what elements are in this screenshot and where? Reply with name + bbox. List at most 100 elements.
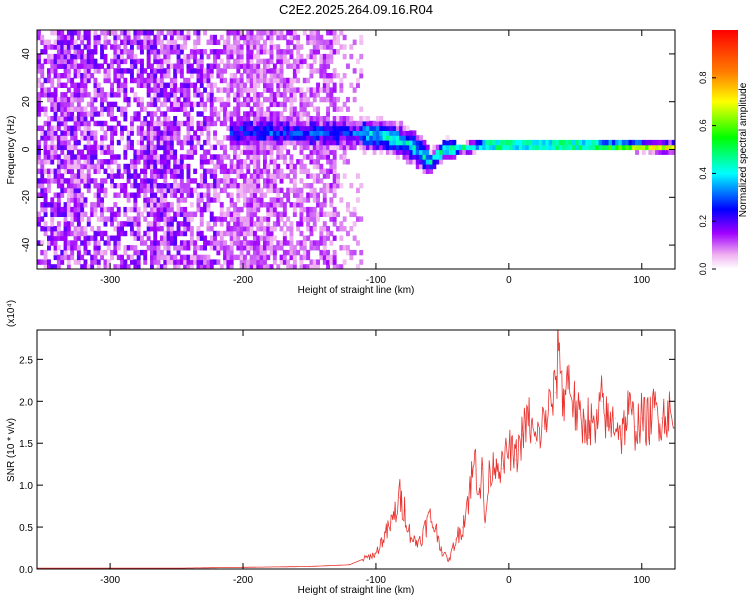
- heatmap-cell: [156, 245, 161, 251]
- heatmap-cell: [306, 120, 311, 127]
- heatmap-cell: [47, 73, 51, 79]
- heatmap-cell: [249, 96, 254, 103]
- heatmap-cell: [472, 144, 477, 151]
- heatmap-cell: [56, 192, 61, 198]
- heatmap-cell: [263, 192, 267, 198]
- heatmap-cell: [66, 192, 71, 198]
- heatmap-cell: [286, 149, 291, 155]
- heatmap-cell: [140, 106, 144, 112]
- heatmap-cell: [166, 235, 171, 241]
- heatmap-cell: [532, 144, 536, 151]
- heatmap-cell: [86, 125, 91, 131]
- heatmap-cell: [246, 230, 251, 237]
- heatmap-cell: [405, 159, 410, 165]
- heatmap-cell: [153, 245, 158, 251]
- heatmap-cell: [120, 221, 124, 227]
- heatmap-cell: [143, 163, 148, 170]
- heatmap-cell: [73, 44, 78, 50]
- heatmap-cell: [123, 58, 128, 65]
- heatmap-cell: [282, 211, 287, 217]
- heatmap-cell: [156, 58, 161, 65]
- heatmap-cell: [70, 159, 75, 165]
- heatmap-cell: [263, 144, 267, 151]
- heatmap-cell: [133, 216, 138, 222]
- heatmap-cell: [269, 202, 274, 208]
- heatmap-cell: [259, 235, 264, 241]
- heatmap-cell: [392, 149, 397, 155]
- heatmap-cell: [189, 154, 194, 160]
- heatmap-cell: [120, 39, 124, 45]
- heatmap-cell: [66, 178, 71, 184]
- heatmap-cell: [103, 53, 108, 60]
- heatmap-cell: [259, 68, 264, 74]
- heatmap-cell: [219, 49, 224, 55]
- heatmap-cell: [256, 159, 261, 165]
- heatmap-cell: [156, 30, 161, 36]
- heatmap-cell: [100, 202, 104, 208]
- heatmap-cell: [50, 211, 55, 217]
- heatmap-cell: [326, 259, 330, 265]
- heatmap-cell: [332, 120, 337, 127]
- heatmap-cell: [159, 187, 164, 194]
- heatmap-cell: [239, 221, 244, 227]
- heatmap-cell: [66, 87, 71, 93]
- heatmap-cell: [535, 139, 540, 146]
- heatmap-cell: [349, 249, 354, 256]
- heatmap-cell: [156, 168, 161, 174]
- heatmap-cell: [243, 87, 247, 93]
- heatmap-cell: [146, 58, 151, 65]
- heatmap-cell: [150, 120, 154, 127]
- heatmap-cell: [332, 192, 337, 198]
- heatmap-cell: [176, 187, 181, 194]
- heatmap-cell: [206, 130, 211, 136]
- heatmap-cell: [316, 149, 320, 155]
- heatmap-cell: [176, 130, 181, 136]
- heatmap-cell: [322, 183, 327, 189]
- heatmap-cell: [266, 30, 271, 36]
- heatmap-cell: [40, 49, 45, 55]
- heatmap-cell: [166, 149, 171, 155]
- spectrogram-ylabel: Frequency (Hz): [6, 116, 17, 185]
- heatmap-cell: [329, 96, 334, 103]
- heatmap-cell: [399, 139, 404, 146]
- heatmap-cell: [183, 221, 188, 227]
- heatmap-cell: [319, 226, 324, 232]
- heatmap-cell: [226, 192, 231, 198]
- heatmap-cell: [37, 30, 41, 36]
- heatmap-cell: [163, 235, 168, 241]
- heatmap-cell: [189, 187, 194, 194]
- heatmap-cell: [53, 226, 58, 232]
- heatmap-cell: [279, 101, 284, 108]
- heatmap-cell: [236, 240, 241, 246]
- heatmap-cell: [150, 202, 154, 208]
- heatmap-cell: [213, 120, 217, 127]
- snr-point: [382, 539, 383, 540]
- heatmap-cell: [346, 202, 350, 208]
- heatmap-cell: [116, 44, 121, 50]
- heatmap-cell: [332, 235, 337, 241]
- heatmap-cell: [415, 163, 420, 170]
- heatmap-cell: [156, 63, 161, 69]
- heatmap-cell: [183, 254, 188, 261]
- heatmap-cell: [53, 44, 58, 50]
- heatmap-cell: [256, 63, 261, 69]
- heatmap-cell: [37, 221, 41, 227]
- snr-point: [588, 417, 589, 419]
- heatmap-cell: [422, 168, 427, 174]
- heatmap-cell: [342, 116, 347, 122]
- heatmap-cell: [309, 53, 314, 60]
- heatmap-cell: [562, 144, 566, 151]
- heatmap-cell: [276, 58, 281, 65]
- heatmap-cell: [146, 44, 151, 50]
- heatmap-cell: [50, 68, 55, 74]
- heatmap-cell: [60, 192, 65, 198]
- heatmap-cell: [223, 149, 227, 155]
- heatmap-cell: [296, 240, 301, 246]
- heatmap-cell: [249, 178, 254, 184]
- heatmap-cell: [332, 87, 337, 93]
- heatmap-cell: [339, 264, 344, 269]
- heatmap-cell: [243, 139, 247, 146]
- heatmap-cell: [56, 206, 61, 213]
- heatmap-cell: [56, 159, 61, 165]
- heatmap-cell: [70, 168, 75, 174]
